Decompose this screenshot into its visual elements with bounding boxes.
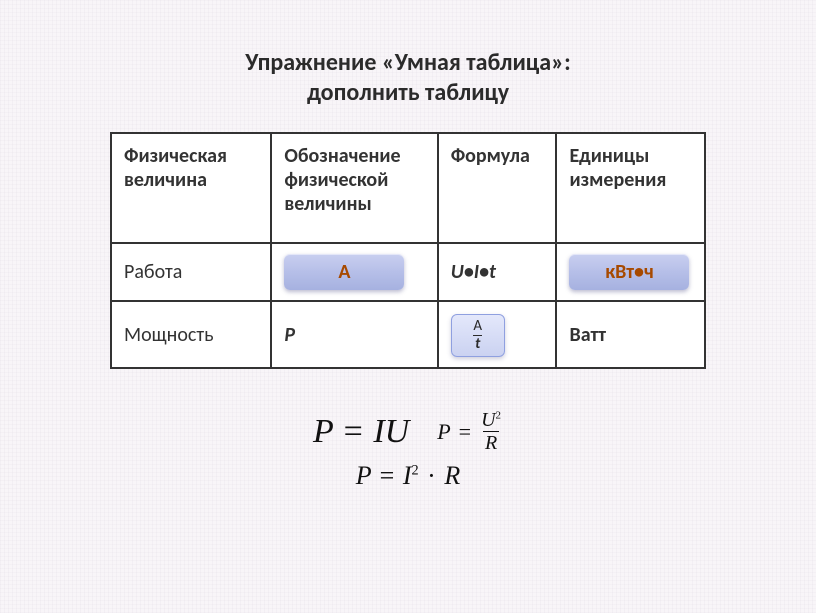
cell-unit: кВт•ч — [556, 243, 705, 301]
equation-P-U2-R: P = U2 R — [437, 410, 503, 453]
fraction-denominator: R — [483, 431, 499, 453]
eq-lhs: P — [437, 419, 450, 445]
answer-pill-formula-A-over-t: A t — [451, 314, 505, 357]
page-title: Упражнение «Умная таблица»: дополнить та… — [110, 48, 706, 108]
cell-symbol: A — [271, 243, 437, 301]
cell-formula: U•I•t — [438, 243, 557, 301]
eq-lhs: P — [356, 461, 371, 490]
cdot-icon: · — [425, 461, 444, 490]
equation-P-IU: P = IU — [313, 413, 409, 451]
answer-pill-symbol-A: A — [284, 254, 404, 290]
exponent: 2 — [412, 462, 419, 478]
equals-sign: = — [342, 413, 374, 450]
cell-quantity: Работа — [111, 243, 271, 301]
cell-symbol: P — [271, 301, 437, 368]
answer-pill-unit-kwh: кВт•ч — [569, 254, 689, 290]
eq-lhs: P — [313, 413, 333, 450]
fraction-icon: A t — [471, 319, 484, 352]
eq-rhs: IU — [373, 413, 409, 450]
title-line-1: Упражнение «Умная таблица»: — [245, 48, 570, 77]
col-header-quantity: Физическая величина — [111, 133, 271, 243]
exponent: 2 — [496, 409, 502, 421]
slide: Упражнение «Умная таблица»: дополнить та… — [0, 0, 816, 369]
eq-base: I — [403, 461, 412, 490]
cell-unit: Ватт — [556, 301, 705, 368]
table-row: Мощность P A t Ватт — [111, 301, 705, 368]
col-header-unit: Единицы измерения — [556, 133, 705, 243]
fraction-numerator: A — [471, 319, 484, 335]
title-line-2: дополнить таблицу — [307, 78, 509, 107]
fraction-denominator: t — [473, 335, 482, 352]
table-header-row: Физическая величина Обозначение физическ… — [111, 133, 705, 243]
col-header-formula: Формула — [438, 133, 557, 243]
col-header-symbol: Обозначение физической величины — [271, 133, 437, 243]
eq-rhs: R — [444, 461, 460, 490]
equation-P-I2R: P = I2 · R — [356, 461, 460, 491]
equals-sign: = — [457, 419, 473, 445]
cell-formula: A t — [438, 301, 557, 368]
formulas-row-1: P = IU P = U2 R — [313, 410, 503, 453]
table-row: Работа A U•I•t кВт•ч — [111, 243, 705, 301]
cell-quantity: Мощность — [111, 301, 271, 368]
fraction-numerator: U2 — [479, 410, 503, 431]
equals-sign: = — [378, 461, 403, 490]
fraction-icon: U2 R — [479, 410, 503, 453]
physics-table: Физическая величина Обозначение физическ… — [110, 132, 706, 369]
power-formulas: P = IU P = U2 R P = I2 · R — [0, 410, 816, 491]
